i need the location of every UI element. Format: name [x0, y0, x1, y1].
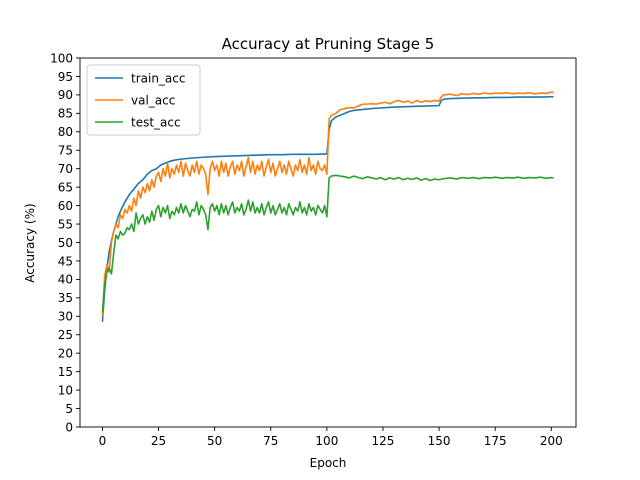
y-tick-label: 35 — [58, 291, 73, 305]
y-tick-label: 45 — [58, 254, 73, 268]
y-tick-label: 85 — [58, 107, 73, 121]
y-tick-label: 5 — [65, 402, 73, 416]
y-tick-label: 75 — [58, 144, 73, 158]
plot-lines — [101, 91, 554, 322]
x-tick-label: 100 — [315, 434, 338, 448]
legend-box — [86, 64, 201, 136]
legend-label: train_acc — [131, 71, 185, 85]
x-tick-label: 75 — [263, 434, 278, 448]
y-tick-label: 20 — [58, 347, 73, 361]
series-line-test-acc — [101, 174, 554, 313]
x-tick-label: 25 — [151, 434, 166, 448]
chart-title: Accuracy at Pruning Stage 5 — [222, 35, 435, 53]
x-tick-label: 200 — [540, 434, 563, 448]
y-tick-label: 55 — [58, 217, 73, 231]
x-tick-label: 150 — [428, 434, 451, 448]
y-tick-label: 80 — [58, 125, 73, 139]
y-tick-label: 100 — [50, 51, 73, 65]
x-tick-label: 125 — [372, 434, 395, 448]
x-axis: 0 25 50 75 100 125 150 175 200 — [99, 427, 563, 448]
y-tick-label: 70 — [58, 162, 73, 176]
y-tick-label: 30 — [58, 310, 73, 324]
y-axis: 0 5 10 15 20 25 30 35 40 45 50 55 60 65 70 75 80 85 90 95 10… — [50, 51, 80, 434]
series-line-train-acc — [101, 95, 554, 322]
y-tick-label: 65 — [58, 180, 73, 194]
y-tick-label: 25 — [58, 328, 73, 342]
y-axis-label: Accuracy (%) — [23, 203, 37, 282]
legend-label: test_acc — [131, 115, 181, 129]
y-tick-label: 90 — [58, 88, 73, 102]
x-tick-label: 50 — [207, 434, 222, 448]
y-tick-label: 95 — [58, 70, 73, 84]
series-line-val-acc — [101, 91, 554, 317]
x-tick-label: 0 — [99, 434, 107, 448]
legend-label: val_acc — [131, 93, 175, 107]
y-tick-label: 0 — [65, 420, 73, 434]
y-tick-label: 40 — [58, 273, 73, 287]
legend: train_acc val_acc test_acc — [86, 64, 201, 136]
y-tick-label: 60 — [58, 199, 73, 213]
y-tick-label: 50 — [58, 236, 73, 250]
x-axis-label: Epoch — [310, 456, 347, 470]
y-tick-label: 15 — [58, 365, 73, 379]
y-tick-label: 10 — [58, 383, 73, 397]
x-tick-label: 175 — [484, 434, 507, 448]
